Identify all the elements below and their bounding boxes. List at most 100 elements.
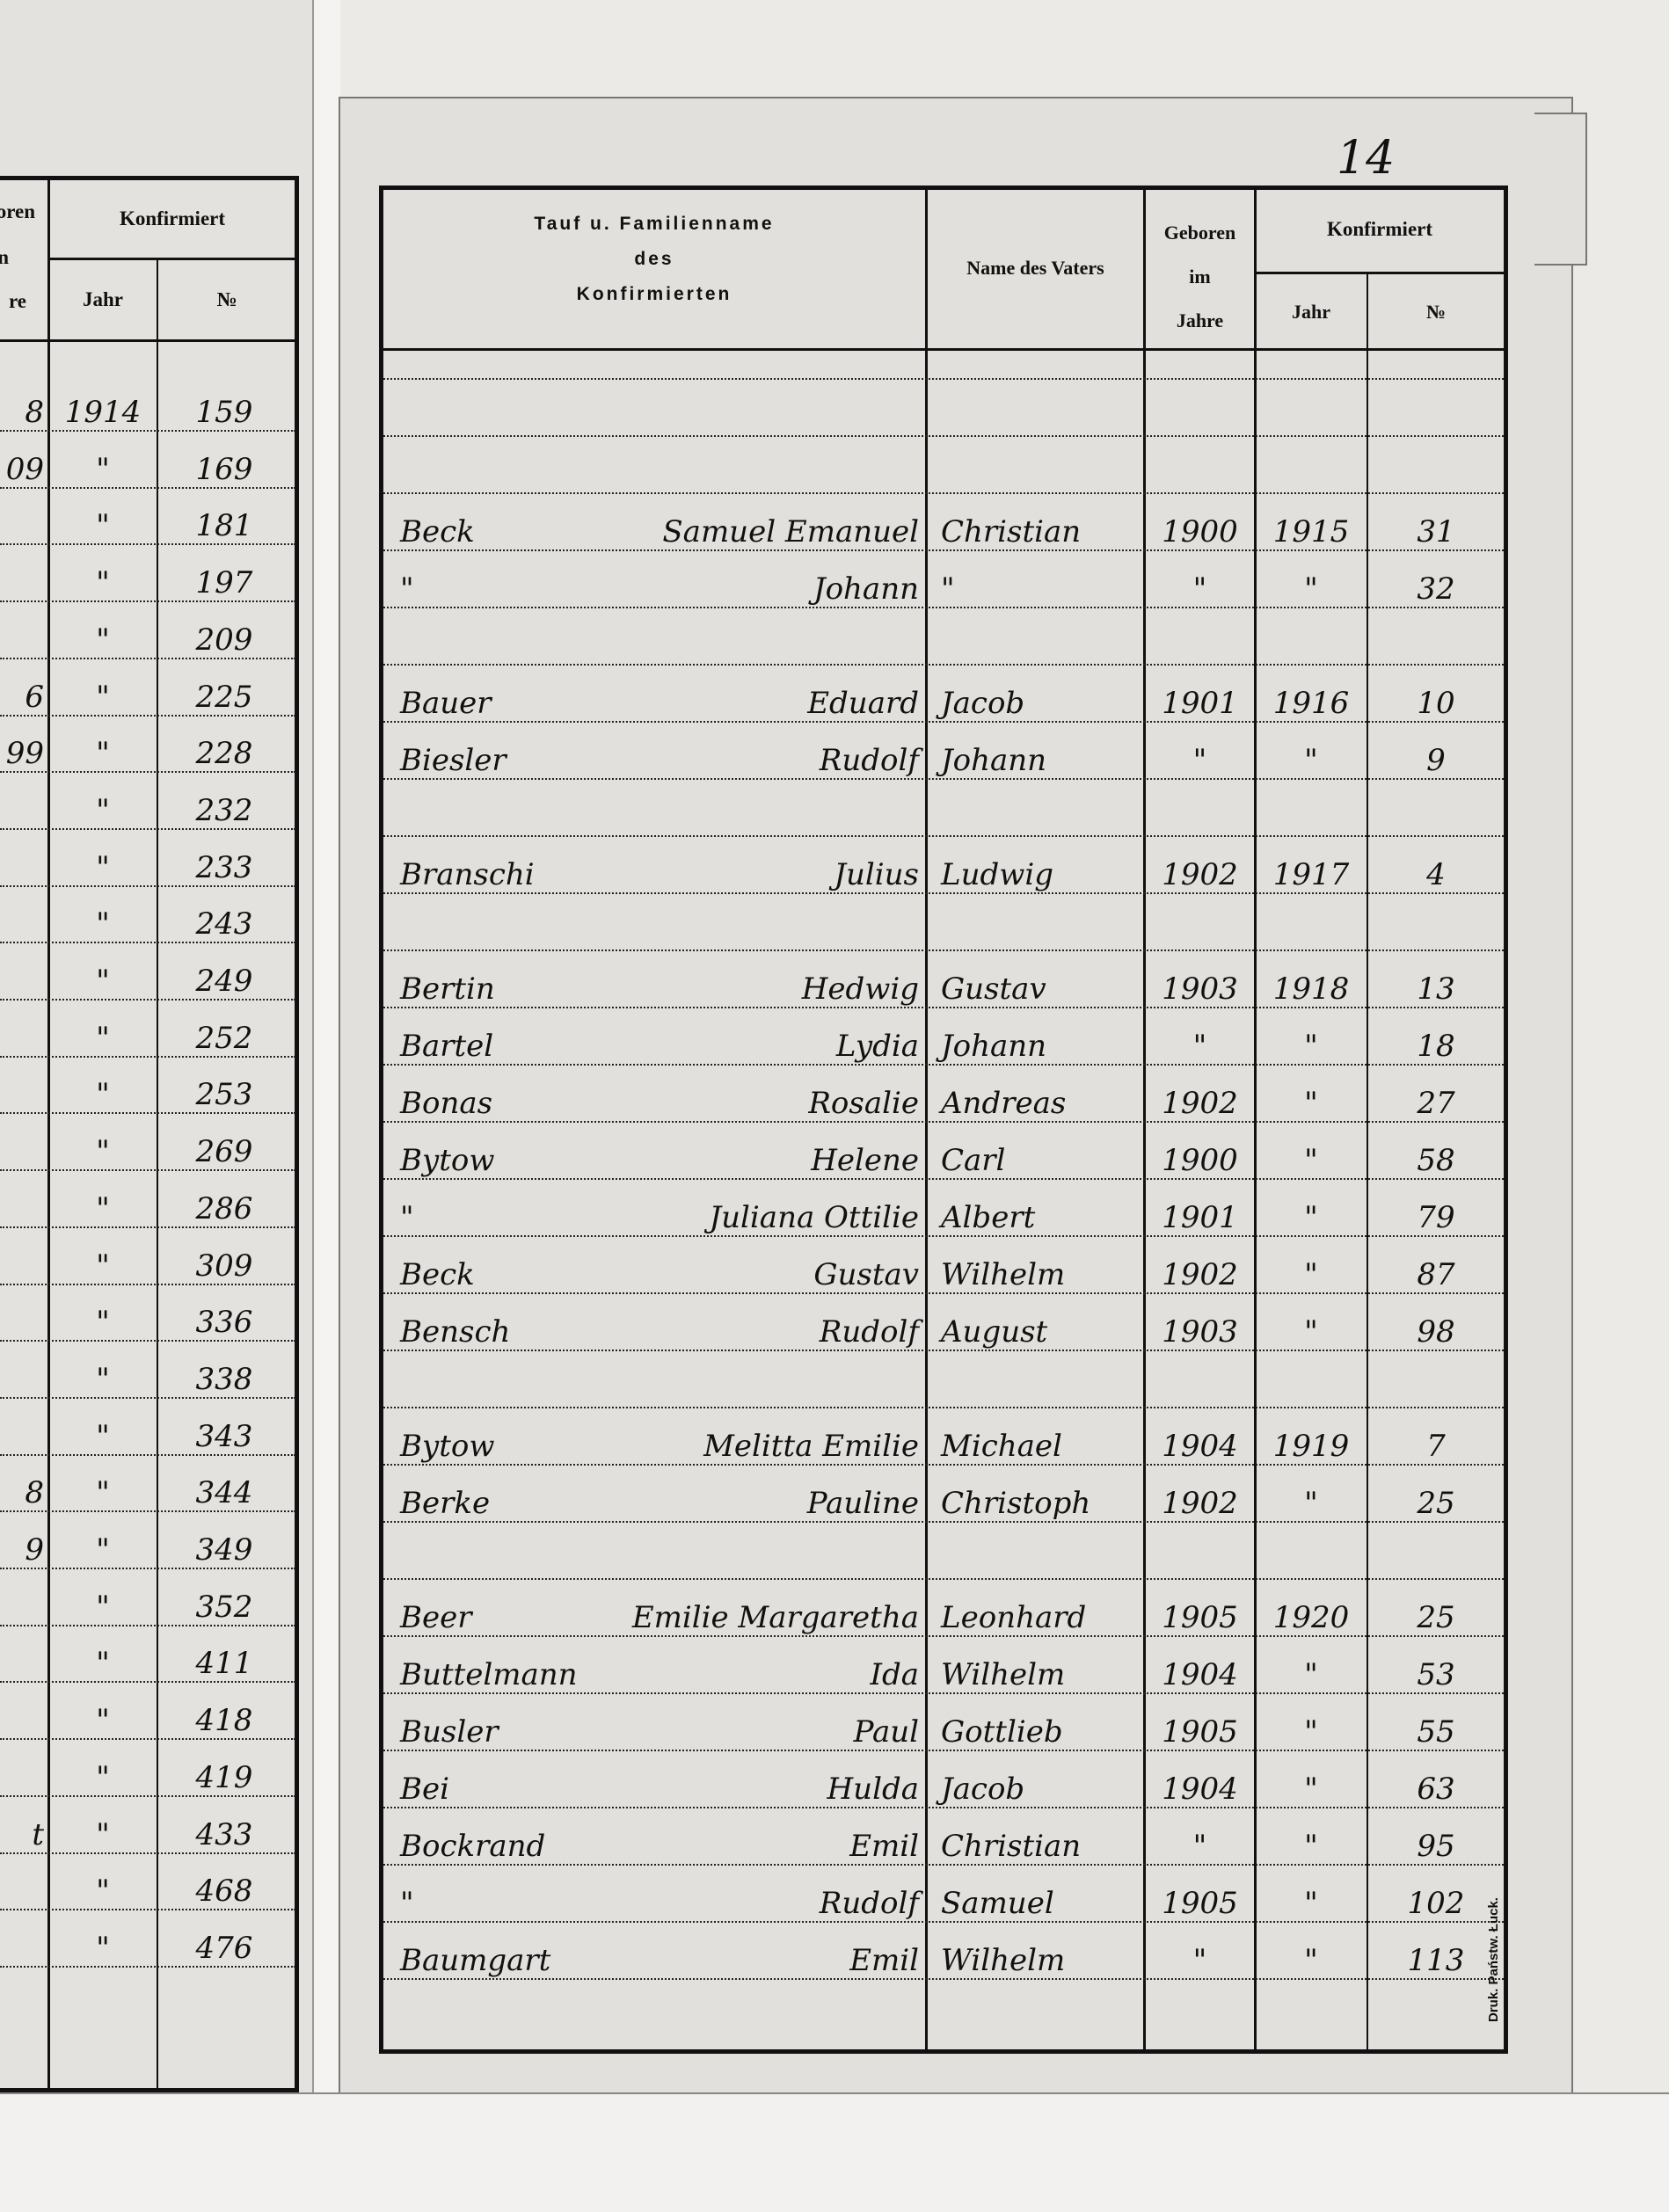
left-cell-year: " [96, 1816, 110, 1852]
cell-given: Rudolf [819, 743, 919, 778]
cell-nr: 98 [1417, 1314, 1455, 1350]
cell-nr: 9 [1426, 743, 1446, 778]
page-number: 14 [1337, 132, 1396, 185]
cell-nr: 87 [1417, 1257, 1455, 1292]
row-line [0, 430, 295, 432]
row-line [0, 827, 295, 830]
row-line [0, 543, 295, 546]
cell-surname: Biesler [400, 743, 507, 778]
row-line [0, 657, 295, 659]
left-cell-nr: 418 [195, 1703, 253, 1739]
cell-father: Leonhard [941, 1600, 1087, 1635]
left-cell-year: " [96, 679, 110, 715]
row-line [0, 1283, 295, 1285]
cell-given: Samuel Emanuel [662, 514, 919, 549]
cell-nr: 4 [1426, 857, 1446, 892]
cell-father: Johann [941, 743, 1047, 778]
left-col-divider [47, 176, 50, 2092]
cell-given: Hulda [827, 1772, 919, 1807]
cell-surname: Bockrand [400, 1829, 546, 1864]
header-born-line2: im [1189, 266, 1211, 287]
col-divider [925, 186, 928, 2054]
cell-year: " [1304, 1257, 1318, 1292]
table-row [383, 1750, 1504, 1751]
cell-father: Wilhelm [941, 1257, 1066, 1292]
cell-surname: Bauer [400, 686, 492, 721]
left-cell-nr: 225 [195, 679, 253, 715]
cell-surname: Baumgart [400, 1943, 551, 1978]
cell-year: 1915 [1272, 514, 1350, 549]
cell-surname: " [400, 1200, 414, 1235]
header-name-column: Tauf u. Familienname des Konfirmierten [383, 207, 925, 312]
cell-surname: Bei [400, 1772, 449, 1807]
cell-surname: Buttelmann [400, 1657, 578, 1692]
header-name-line2: des [634, 248, 674, 269]
left-cell-nr: 249 [195, 964, 253, 999]
cell-born: 1903 [1162, 971, 1238, 1007]
cell-given: Emilie Margaretha [631, 1600, 919, 1635]
table-row [383, 1921, 1504, 1923]
left-cell-year: " [96, 1930, 110, 1966]
table-row [383, 1978, 1504, 1980]
row-line [383, 435, 1504, 437]
cell-father: Michael [941, 1429, 1062, 1464]
table-row [383, 1350, 1504, 1351]
row-line [0, 1852, 295, 1854]
table-row [383, 1864, 1504, 1866]
left-cell-year: " [96, 1190, 110, 1226]
cell-nr: 58 [1417, 1143, 1455, 1178]
table-row [383, 1178, 1504, 1180]
left-cell-nr: 419 [195, 1759, 253, 1795]
table-row [383, 1464, 1504, 1466]
cell-given: Lydia [835, 1029, 919, 1064]
blank-row [383, 835, 1504, 837]
cell-father: Christian [941, 1829, 1082, 1864]
cell-father: Johann [941, 1029, 1047, 1064]
cell-born: 1900 [1162, 1143, 1238, 1178]
header-born: Geboren im Jahre [1146, 211, 1254, 343]
cell-born: " [1192, 1029, 1207, 1064]
cell-nr: 10 [1417, 686, 1455, 721]
left-cell-nr: 309 [195, 1248, 253, 1284]
row-line [0, 1169, 295, 1172]
table-row [383, 1692, 1504, 1694]
left-cell-nr: 243 [195, 906, 253, 942]
cell-given: Rudolf [819, 1314, 919, 1350]
cell-born: 1902 [1162, 1257, 1238, 1292]
row-line [0, 600, 295, 603]
cell-father: Wilhelm [941, 1657, 1066, 1692]
cell-given: Eduard [807, 686, 919, 721]
header-divider [1256, 272, 1504, 274]
left-cell-year: " [96, 1759, 110, 1795]
left-col-divider [157, 258, 158, 2092]
cell-surname: Bartel [400, 1029, 494, 1064]
bottom-margin [0, 2092, 1669, 2212]
left-cell-nr: 343 [195, 1418, 253, 1454]
table-row [383, 1807, 1504, 1808]
left-header-jahr: Jahr [83, 288, 123, 310]
row-line [0, 714, 295, 717]
cell-father: Christoph [941, 1486, 1091, 1521]
left-cell-nr: 159 [195, 395, 253, 430]
cell-year: " [1304, 1772, 1318, 1807]
row-line [0, 1568, 295, 1569]
left-cell-stub: 8 [25, 395, 44, 430]
row-line [0, 1794, 295, 1797]
row-line [383, 492, 1504, 494]
cell-father: Gustav [941, 971, 1046, 1007]
cell-year: " [1304, 1486, 1318, 1521]
cell-year: 1917 [1272, 857, 1350, 892]
left-cell-nr: 252 [195, 1020, 253, 1056]
left-cell-year: " [96, 1418, 110, 1454]
cell-given: Helene [811, 1143, 919, 1178]
blank-row [383, 1407, 1504, 1408]
table-row [383, 1292, 1504, 1294]
left-cell-year: " [96, 1134, 110, 1170]
row-line [0, 771, 295, 774]
cell-surname: Bytow [400, 1143, 495, 1178]
printer-imprint: Druk. Państw. Łuck. [1486, 1897, 1501, 2022]
cell-surname: Bensch [400, 1314, 511, 1350]
cell-given: Rosalie [808, 1086, 919, 1121]
cell-nr: 113 [1407, 1943, 1465, 1978]
cell-born: 1903 [1162, 1314, 1238, 1350]
